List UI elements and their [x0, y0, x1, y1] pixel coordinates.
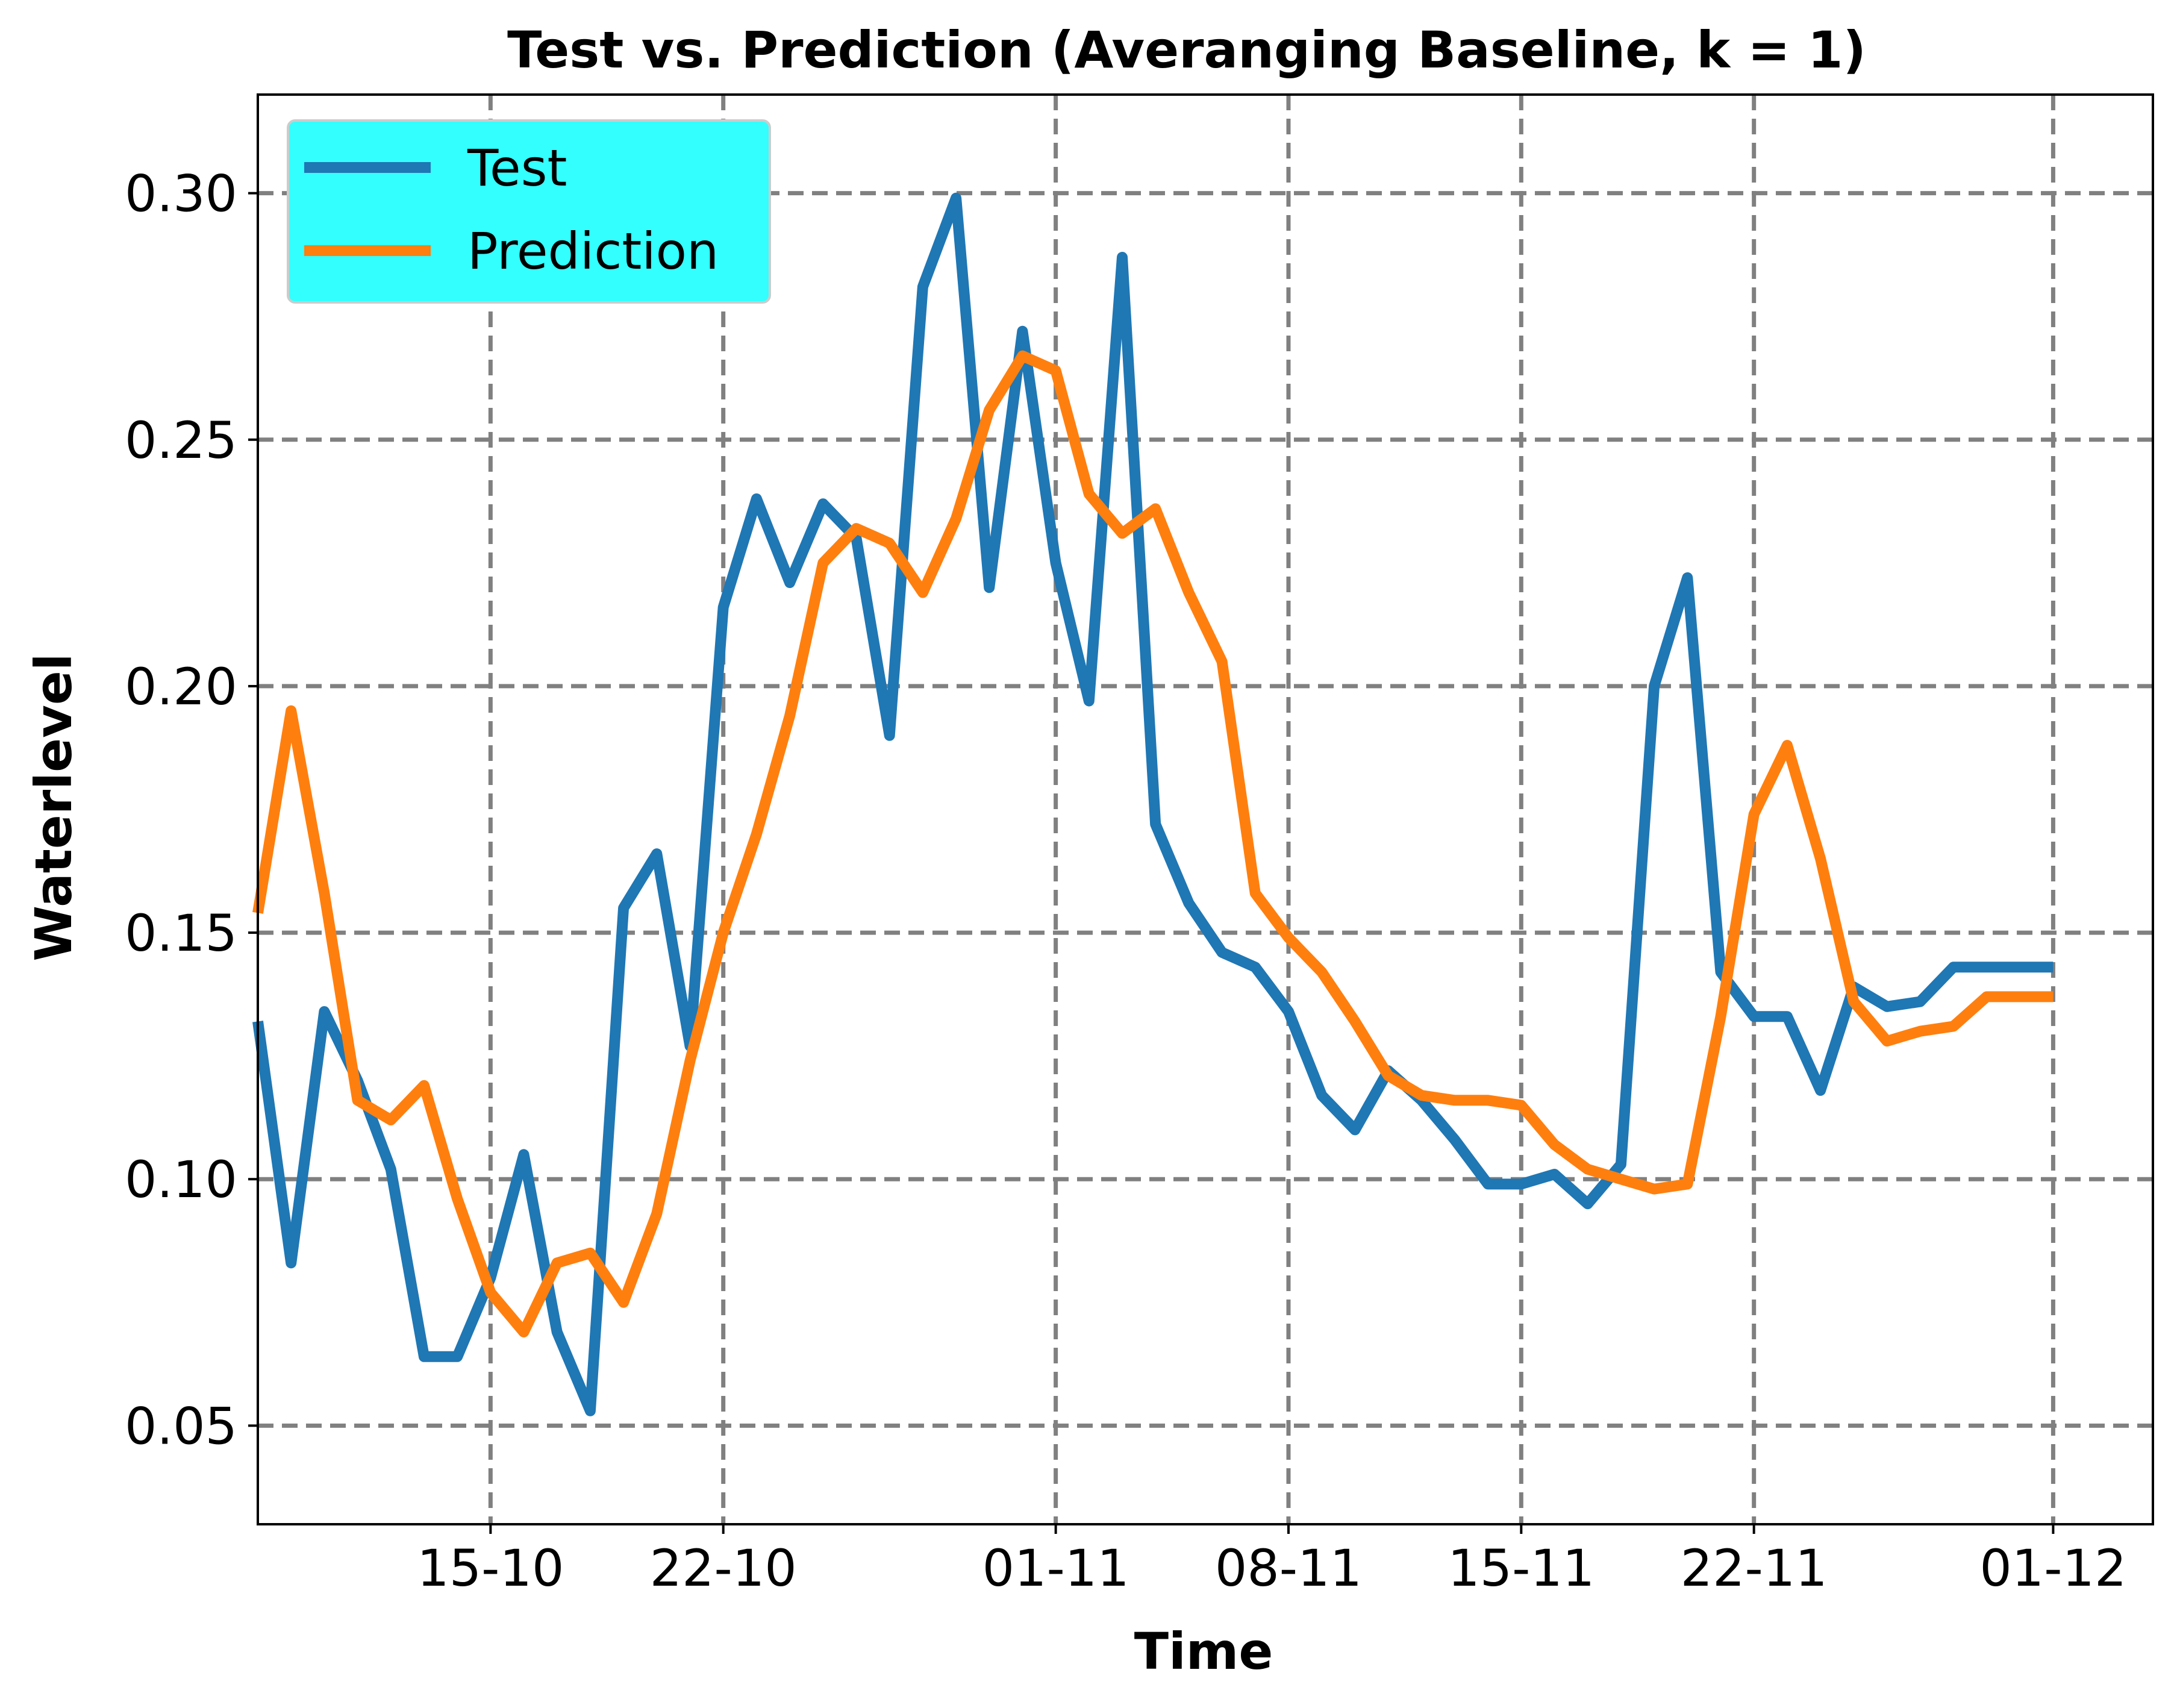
plot-area-frame	[257, 93, 2154, 1525]
x-tick-label: 22-11	[1681, 1539, 1828, 1598]
legend-label-test: Test	[467, 139, 567, 198]
x-tick-label: 01-11	[982, 1539, 1129, 1598]
series-lines	[252, 192, 2054, 1416]
legend: Test Prediction	[287, 119, 771, 304]
x-tick-label: 15-10	[417, 1539, 564, 1598]
y-tick-label: 0.20	[125, 657, 237, 716]
y-tick-label: 0.10	[125, 1150, 237, 1209]
x-axis-ticks: 15-10 22-10 01-11 08-11 15-11 22-11 01-12	[417, 1524, 2126, 1598]
series-line-prediction	[252, 350, 2054, 1337]
x-tick-label: 08-11	[1215, 1539, 1362, 1598]
chart-title: Test vs. Prediction (Averanging Baseline…	[507, 20, 1866, 80]
y-axis-ticks: 0.05 0.10 0.15 0.20 0.25 0.30	[125, 164, 258, 1456]
y-tick-label: 0.30	[125, 164, 237, 224]
y-tick-label: 0.05	[125, 1397, 237, 1456]
x-axis-label: Time	[1134, 1622, 1273, 1681]
y-axis-label: Waterlevel	[24, 653, 83, 961]
x-tick-label: 15-11	[1448, 1539, 1594, 1598]
x-tick-label: 22-10	[650, 1539, 797, 1598]
x-tick-label: 01-12	[1979, 1539, 2126, 1598]
series-line-test	[252, 192, 2054, 1416]
y-tick-label: 0.15	[125, 904, 237, 963]
y-tick-label: 0.25	[125, 411, 237, 470]
legend-label-prediction: Prediction	[467, 222, 719, 281]
